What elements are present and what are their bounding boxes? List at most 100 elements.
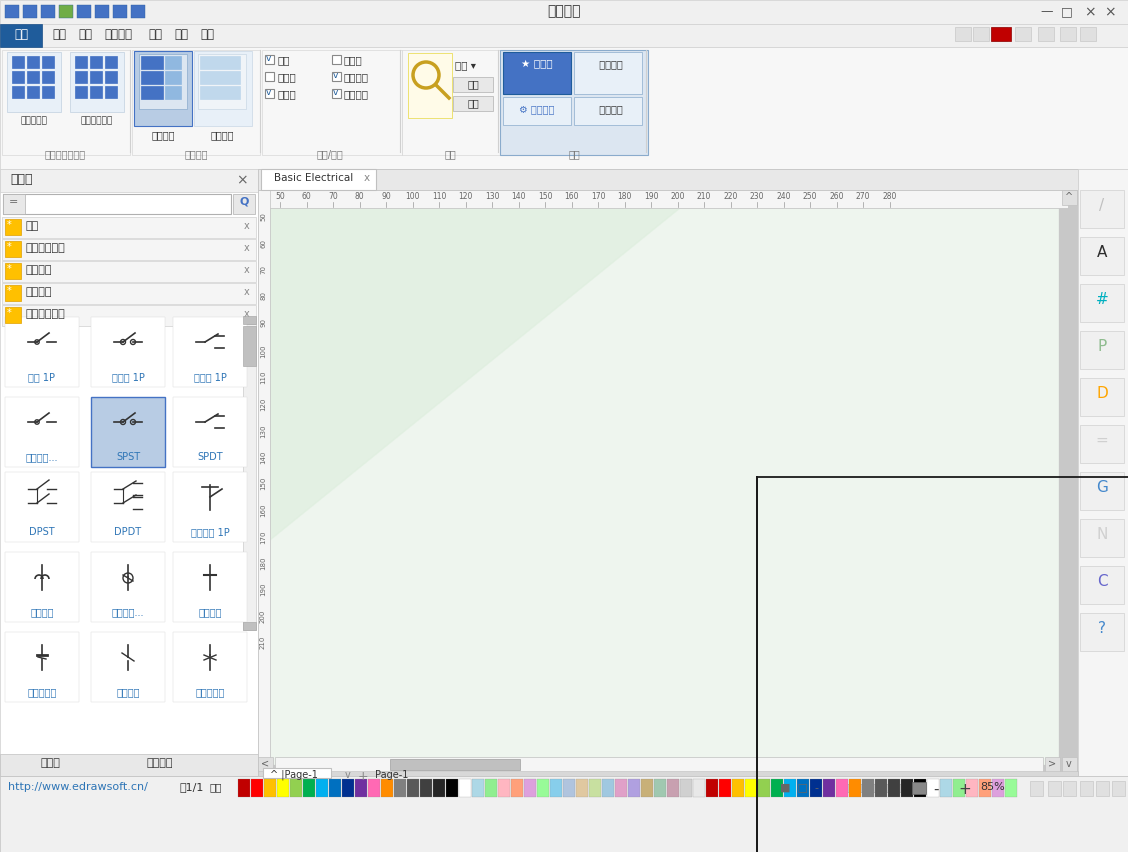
Bar: [252, 779, 263, 797]
Text: 限定符号: 限定符号: [26, 287, 53, 297]
Text: 280: 280: [882, 192, 897, 201]
Text: ?: ?: [1098, 621, 1105, 636]
Text: SPDT: SPDT: [197, 452, 223, 462]
Text: *: *: [7, 220, 11, 230]
Bar: [901, 779, 913, 797]
Text: 开关切断...: 开关切断...: [26, 452, 59, 462]
Bar: [0, 47, 1128, 169]
Bar: [5, 397, 79, 467]
Text: =: =: [9, 197, 19, 207]
Bar: [91, 632, 165, 702]
Text: SPST: SPST: [116, 452, 140, 462]
Bar: [258, 169, 1078, 190]
Bar: [992, 779, 1004, 797]
Polygon shape: [270, 208, 680, 540]
Bar: [41, 5, 55, 18]
Bar: [693, 779, 705, 797]
Text: 断路器触点: 断路器触点: [27, 687, 56, 697]
Bar: [511, 779, 523, 797]
Text: 缩放: 缩放: [444, 149, 456, 159]
Bar: [233, 194, 255, 214]
Bar: [141, 56, 164, 69]
Text: *: *: [7, 264, 11, 274]
Bar: [243, 326, 256, 366]
Text: 形状数据: 形状数据: [593, 104, 623, 114]
Bar: [744, 779, 757, 797]
Bar: [1078, 169, 1128, 776]
Text: v: v: [333, 71, 338, 80]
Bar: [7, 52, 61, 112]
Bar: [5, 472, 79, 542]
Bar: [732, 779, 744, 797]
Bar: [0, 24, 42, 47]
Text: *: *: [7, 286, 11, 296]
Bar: [1060, 27, 1076, 41]
Bar: [1079, 378, 1123, 416]
Bar: [574, 52, 642, 94]
Text: C: C: [1096, 574, 1108, 589]
Text: 80: 80: [354, 192, 364, 201]
Bar: [3, 194, 231, 214]
Bar: [550, 779, 562, 797]
Text: 110: 110: [432, 192, 447, 201]
Text: 动作按钮: 动作按钮: [344, 72, 369, 82]
Text: /: /: [1100, 198, 1104, 213]
Text: 文件: 文件: [14, 28, 28, 41]
Bar: [615, 779, 627, 797]
Bar: [628, 779, 640, 797]
Bar: [758, 779, 770, 797]
Text: 缩放 ▾: 缩放 ▾: [455, 60, 476, 70]
Bar: [173, 317, 247, 387]
Bar: [91, 397, 165, 467]
Text: 断路器 1P: 断路器 1P: [194, 372, 227, 382]
Bar: [1061, 757, 1077, 772]
Text: 170: 170: [259, 530, 266, 544]
Bar: [408, 53, 452, 118]
Bar: [574, 97, 642, 125]
Text: 页宽: 页宽: [467, 98, 479, 108]
Text: ×: ×: [236, 173, 248, 187]
Text: 220: 220: [723, 192, 738, 201]
Bar: [453, 96, 493, 111]
Bar: [332, 55, 341, 64]
Bar: [243, 622, 256, 630]
Bar: [258, 169, 1078, 776]
Bar: [355, 779, 367, 797]
Text: x: x: [244, 287, 250, 297]
Text: 230: 230: [750, 192, 765, 201]
Bar: [290, 779, 302, 797]
Bar: [12, 86, 24, 98]
Text: 从首页开始: 从首页开始: [20, 116, 47, 125]
Bar: [91, 472, 165, 542]
Text: 50: 50: [259, 212, 266, 221]
Text: 120: 120: [259, 398, 266, 411]
Bar: [1079, 566, 1123, 604]
Bar: [497, 779, 510, 797]
Text: x: x: [244, 309, 250, 319]
Text: 250: 250: [803, 192, 818, 201]
Bar: [268, 190, 1068, 208]
Bar: [772, 779, 783, 797]
Bar: [0, 0, 1128, 24]
Bar: [265, 72, 274, 81]
Text: 隔离器 1P: 隔离器 1P: [112, 372, 144, 382]
Bar: [173, 552, 247, 622]
Text: Q: Q: [239, 197, 248, 207]
Text: ^: ^: [1065, 192, 1073, 202]
Bar: [485, 779, 497, 797]
Text: -: -: [933, 782, 938, 797]
Bar: [173, 632, 247, 702]
Text: 普通视图: 普通视图: [151, 130, 175, 140]
Bar: [537, 779, 549, 797]
Bar: [165, 86, 180, 99]
Text: 130: 130: [259, 424, 266, 437]
Text: 集成电路组件: 集成电路组件: [26, 243, 65, 253]
Bar: [139, 54, 187, 109]
Text: +: +: [358, 770, 369, 783]
Text: 交闭合触点: 交闭合触点: [195, 687, 224, 697]
Bar: [74, 56, 87, 68]
Text: v: v: [345, 770, 351, 780]
Bar: [303, 779, 315, 797]
Bar: [1079, 284, 1123, 322]
Text: 浮动菜单: 浮动菜单: [344, 89, 369, 99]
